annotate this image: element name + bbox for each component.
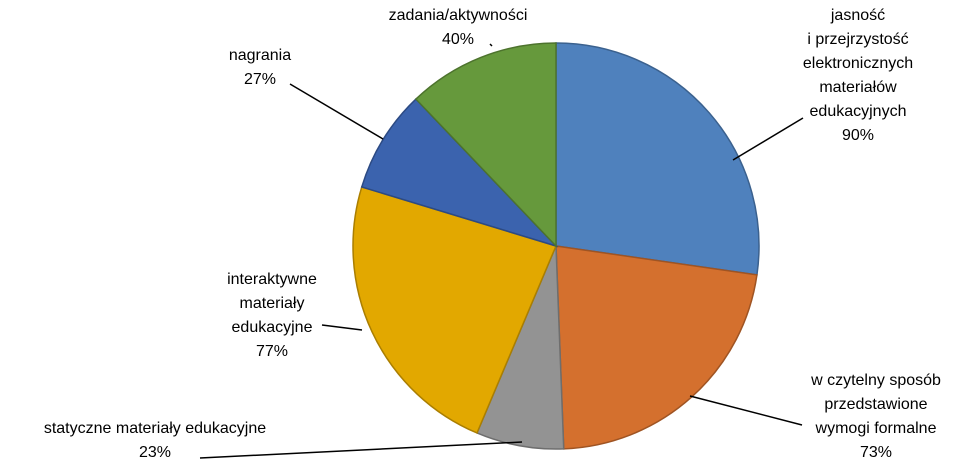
label-line: statyczne materiały edukacyjne: [44, 420, 266, 437]
value-label: 73%: [860, 444, 892, 461]
pie-slice: [360, 98, 559, 248]
leader-line: [321, 324, 363, 331]
label-line: zadania/aktywności: [389, 7, 528, 24]
pie-slice: [414, 42, 557, 248]
label-line: interaktywne: [227, 271, 317, 288]
label-line: elektronicznych: [803, 55, 913, 72]
pie-slice: [555, 245, 758, 450]
label-line: edukacyjnych: [810, 103, 907, 120]
value-label: 23%: [139, 444, 171, 461]
label-line: nagrania: [229, 47, 291, 64]
category-label: zadania/aktywności: [389, 7, 528, 24]
label-line: materiały: [240, 295, 305, 312]
label-line: jasność: [830, 7, 885, 24]
label-line: przedstawione: [824, 396, 927, 413]
label-line: materiałów: [819, 79, 897, 96]
category-label: statyczne materiały edukacyjne: [44, 420, 266, 437]
leader-line: [689, 395, 803, 426]
value-label: 40%: [442, 31, 474, 48]
label-line: w czytelny sposób: [810, 372, 941, 389]
category-label: jasność i przejrzystość elektronicznych mat…: [803, 7, 913, 120]
label-line: edukacyjne: [232, 319, 313, 336]
leader-line: [199, 441, 523, 459]
category-label: nagrania: [229, 47, 291, 64]
value-label: 90%: [842, 127, 874, 144]
leader-line: [732, 117, 804, 161]
value-label: 27%: [244, 71, 276, 88]
value-label: 77%: [256, 343, 288, 360]
category-label: interaktywne materiały edukacyjne: [227, 271, 317, 336]
label-line: i przejrzystość: [807, 31, 908, 48]
pie-slice: [555, 42, 760, 276]
leader-line: [489, 43, 493, 47]
leader-line: [289, 83, 384, 140]
pie-slice: [352, 186, 558, 434]
label-line: wymogi formalne: [815, 420, 937, 437]
category-label: w czytelny sposób przedstawione wymogi for…: [810, 372, 941, 437]
